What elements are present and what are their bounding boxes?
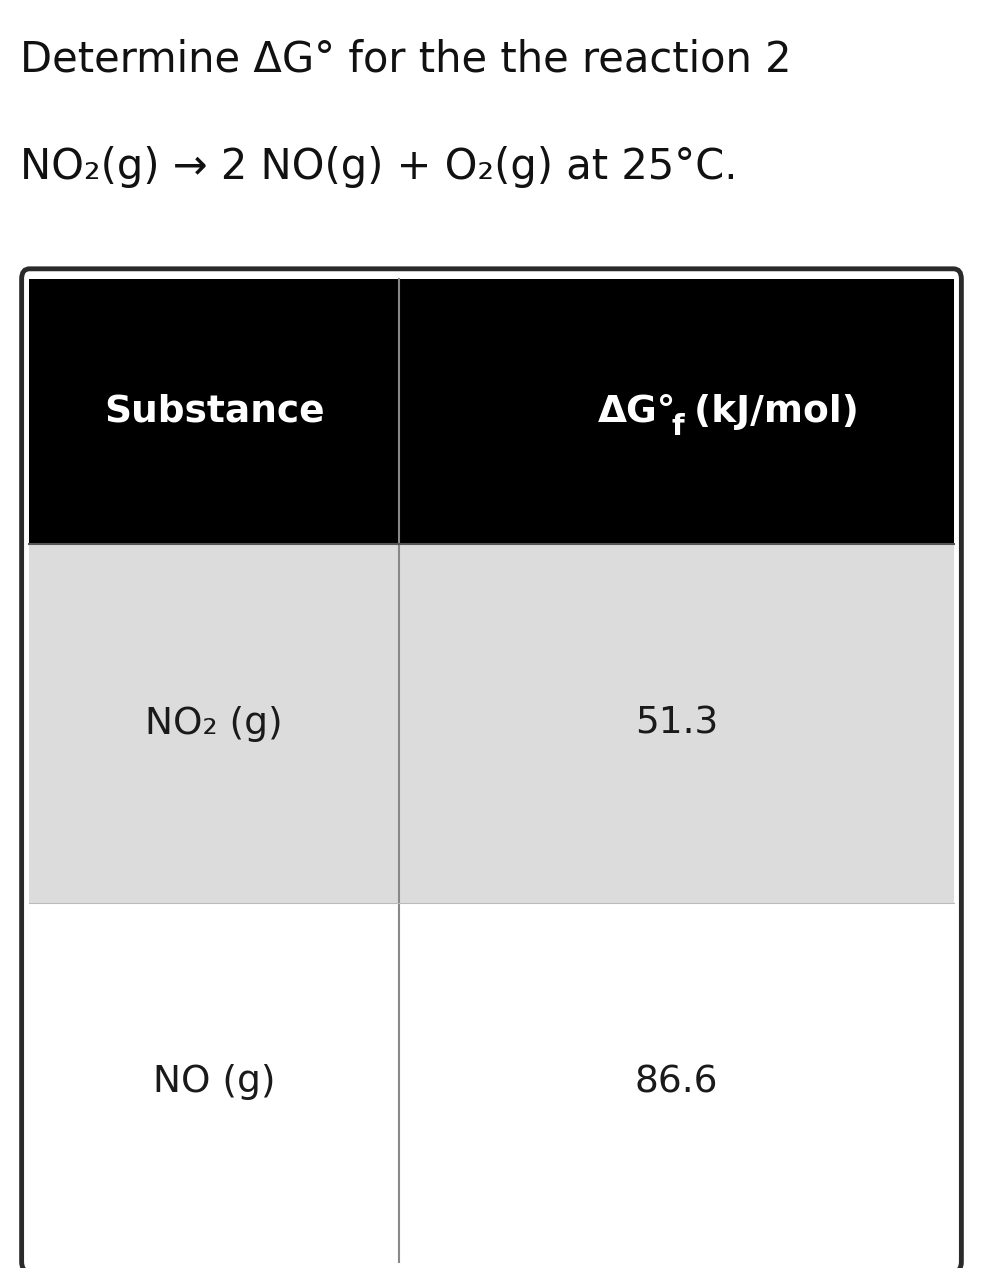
Text: 51.3: 51.3 [635, 705, 718, 742]
Text: 86.6: 86.6 [635, 1064, 718, 1101]
Text: NO (g): NO (g) [153, 1064, 275, 1101]
Bar [29, 279, 954, 544]
Text: (kJ/mol): (kJ/mol) [681, 393, 859, 430]
Text: NO₂(g) → 2 NO(g) + O₂(g) at 25°C.: NO₂(g) → 2 NO(g) + O₂(g) at 25°C. [20, 146, 737, 188]
Bar [29, 903, 954, 1262]
Bar [29, 544, 954, 903]
Text: Substance: Substance [104, 393, 324, 430]
Text: f: f [671, 413, 684, 441]
Text: NO₂ (g): NO₂ (g) [145, 705, 283, 742]
Text: Determine ΔG° for the the reaction 2: Determine ΔG° for the the reaction 2 [20, 38, 791, 80]
Text: ΔG°: ΔG° [598, 393, 676, 430]
